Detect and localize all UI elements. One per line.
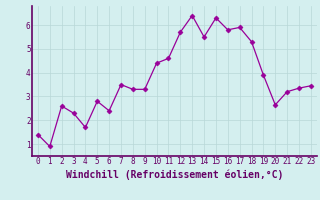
X-axis label: Windchill (Refroidissement éolien,°C): Windchill (Refroidissement éolien,°C) bbox=[66, 169, 283, 180]
